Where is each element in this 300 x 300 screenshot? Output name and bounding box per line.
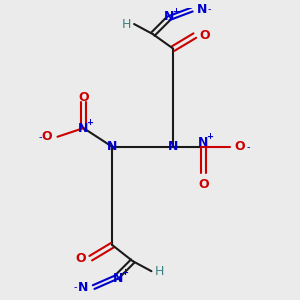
Text: H: H — [154, 265, 164, 278]
Text: N: N — [197, 3, 208, 16]
Text: O: O — [235, 140, 245, 153]
Text: N: N — [113, 272, 123, 285]
Text: H: H — [122, 17, 131, 31]
Text: N: N — [168, 140, 178, 153]
Text: +: + — [121, 268, 128, 277]
Text: O: O — [76, 252, 86, 265]
Text: -: - — [208, 4, 211, 15]
Text: O: O — [198, 178, 209, 191]
Text: +: + — [206, 132, 213, 141]
Text: O: O — [78, 91, 89, 104]
Text: +: + — [86, 118, 93, 127]
Text: -: - — [38, 132, 42, 142]
Text: N: N — [164, 10, 174, 23]
Text: O: O — [42, 130, 52, 143]
Text: -: - — [74, 282, 77, 292]
Text: O: O — [199, 29, 210, 42]
Text: N: N — [78, 280, 88, 294]
Text: N: N — [107, 140, 118, 153]
Text: -: - — [246, 142, 250, 152]
Text: N: N — [198, 136, 209, 149]
Text: N: N — [78, 122, 89, 135]
Text: +: + — [172, 7, 179, 16]
